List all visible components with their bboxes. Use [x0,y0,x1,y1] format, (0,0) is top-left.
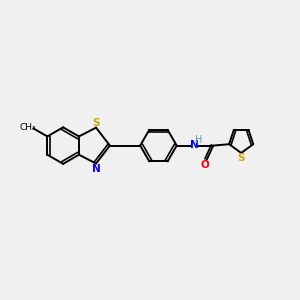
Text: S: S [93,118,100,128]
Text: N: N [92,164,101,174]
Text: CH₃: CH₃ [20,123,36,132]
Text: O: O [200,160,209,170]
Text: S: S [238,153,245,163]
Text: H: H [195,135,202,145]
Text: N: N [190,140,199,150]
